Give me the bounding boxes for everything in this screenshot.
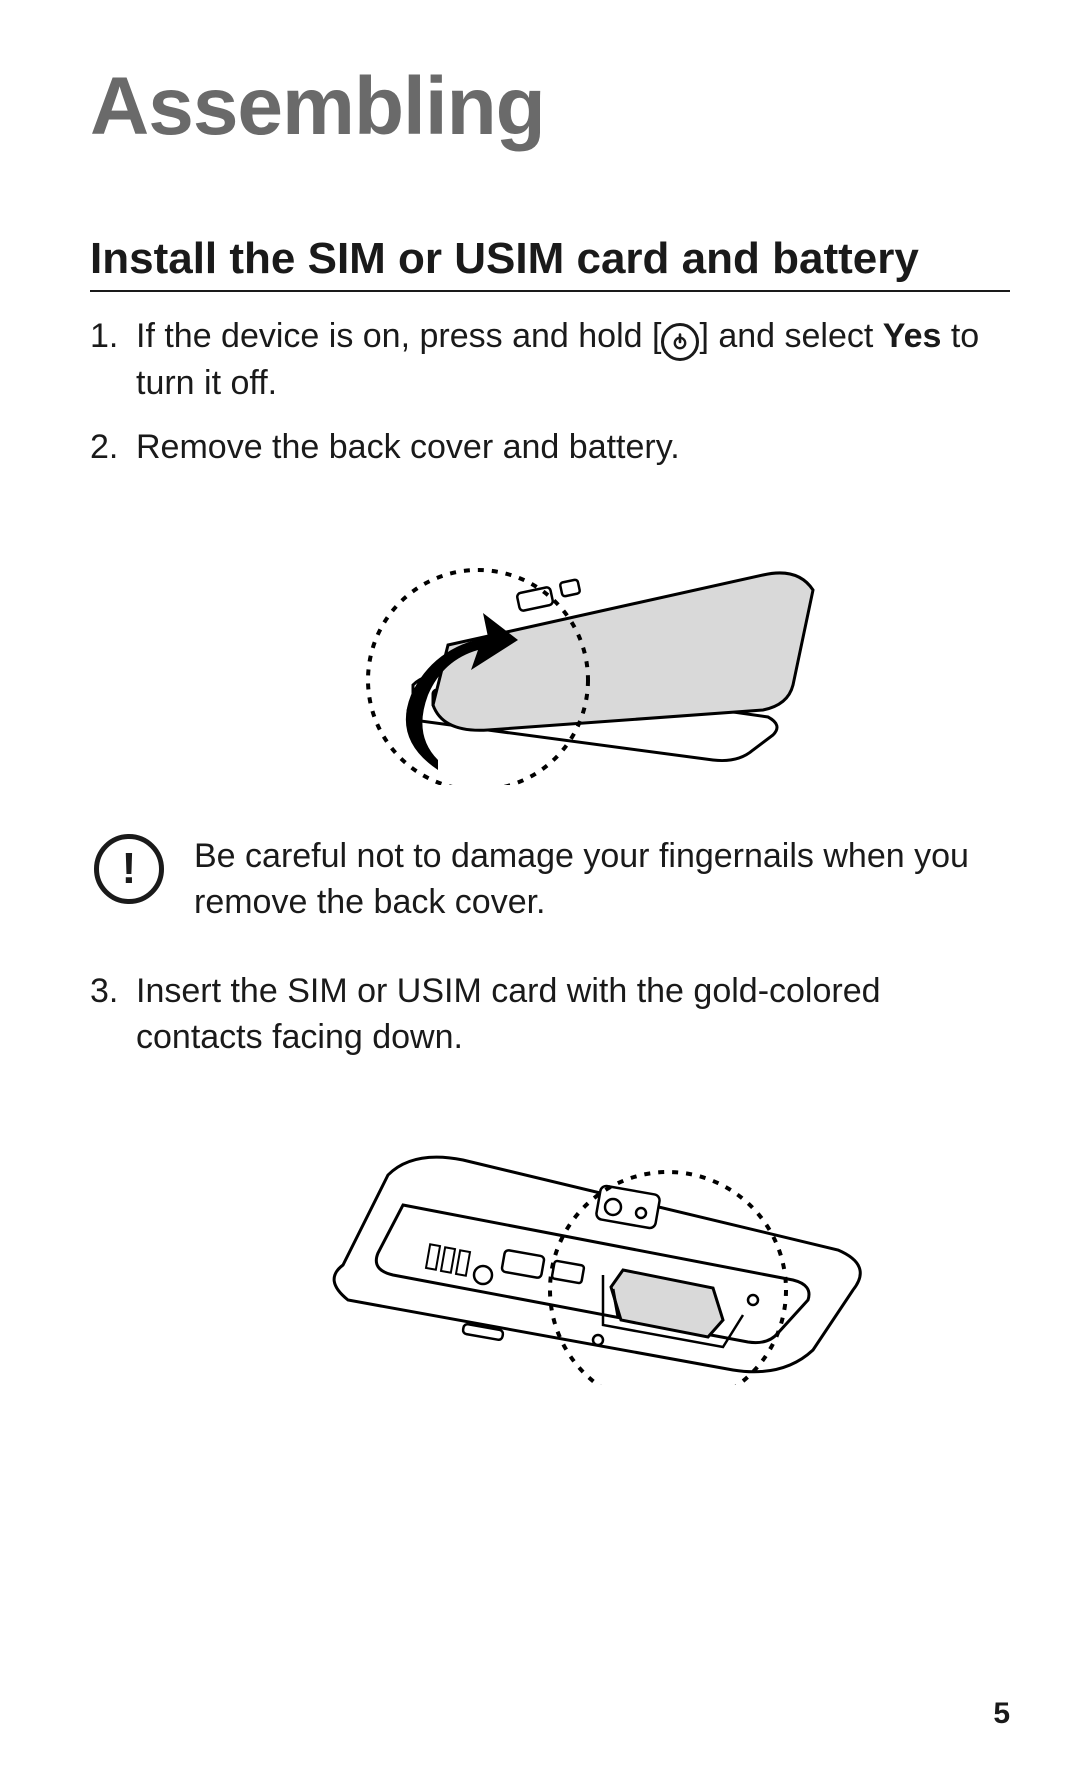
manual-page: Assembling Install the SIM or USIM card … [0,0,1080,1771]
power-icon [661,323,699,361]
page-title: Assembling [90,60,1010,154]
section-heading: Install the SIM or USIM card and battery [90,234,1010,292]
step-2-text: Remove the back cover and battery. [136,428,680,466]
step-1-bold: Yes [883,317,942,355]
step-2: Remove the back cover and battery. [90,425,1010,798]
step-1-text-post: ] and select [699,317,882,355]
step-1-text-pre: If the device is on, press and hold [ [136,317,661,355]
caution-text: Be careful not to damage your fingernail… [194,834,1010,926]
figure-remove-cover [136,485,1010,798]
page-number: 5 [993,1697,1010,1731]
step-1: If the device is on, press and hold [ ] a… [90,314,1010,407]
caution-note: ! Be careful not to damage your fingerna… [90,834,1010,926]
steps-list: If the device is on, press and hold [ ] a… [90,314,1010,798]
steps-list-continued: Insert the SIM or USIM card with the gol… [90,969,1010,1398]
caution-glyph: ! [122,847,137,891]
step-3-text: Insert the SIM or USIM card with the gol… [136,972,881,1056]
step-3: Insert the SIM or USIM card with the gol… [90,969,1010,1398]
caution-icon: ! [94,834,164,904]
figure-insert-sim [136,1075,1010,1398]
